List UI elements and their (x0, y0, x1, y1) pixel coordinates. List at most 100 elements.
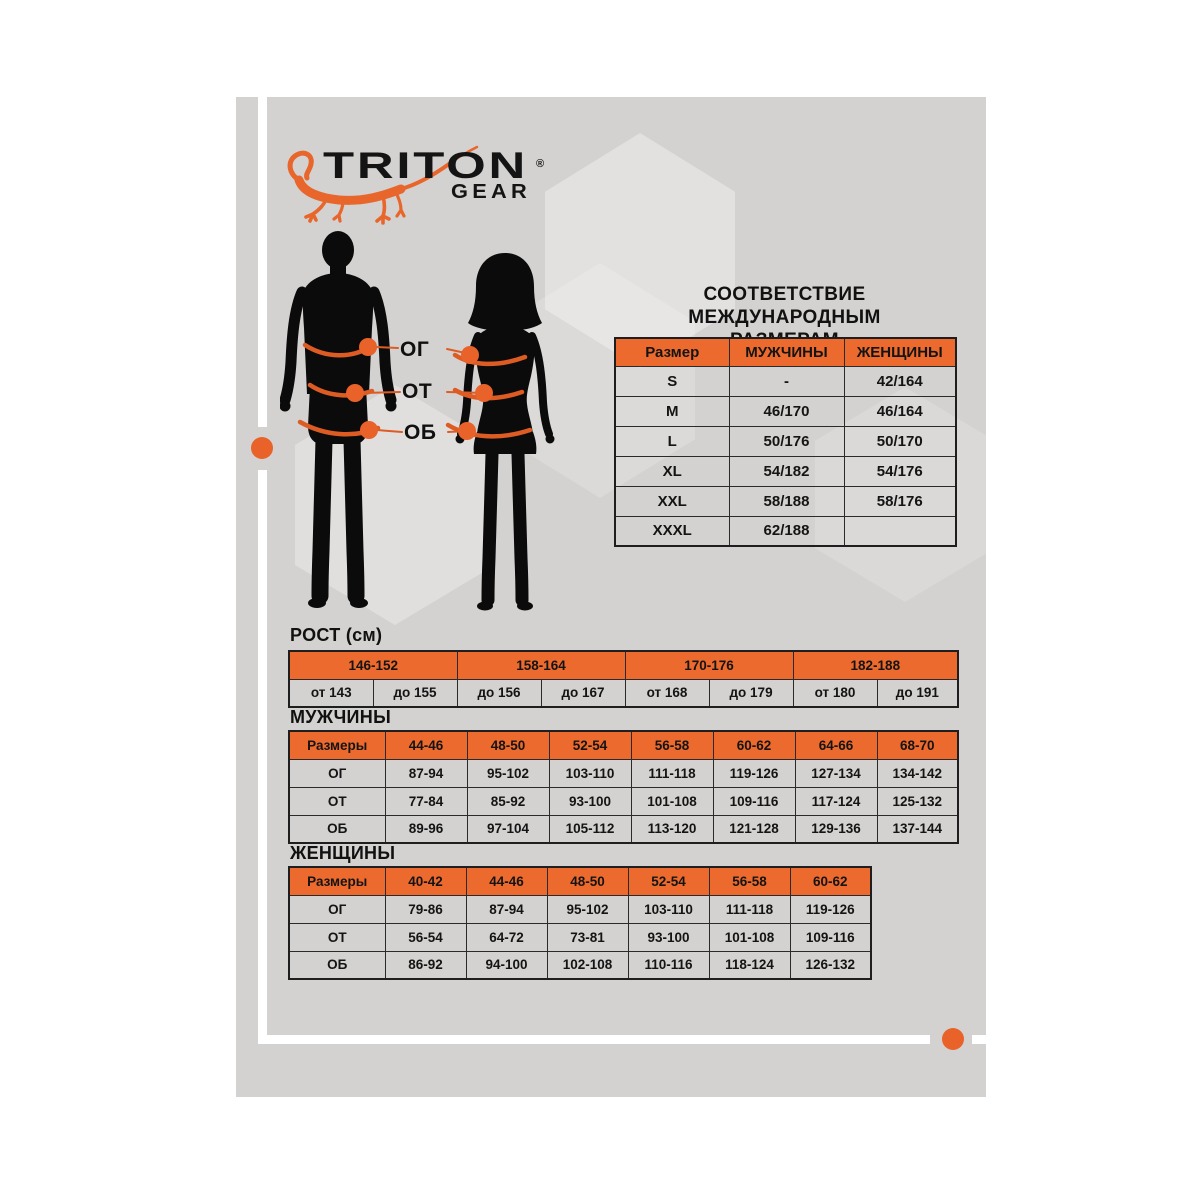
table-cell: 109-116 (712, 786, 796, 816)
table-cell: - (728, 365, 845, 397)
table-cell: 64-72 (465, 922, 548, 952)
table-header-cell: 60-62 (712, 730, 796, 760)
table-cell: 125-132 (876, 786, 959, 816)
table-cell: до 191 (876, 678, 959, 708)
table-cell: 54/176 (843, 455, 957, 487)
registered-mark: ® (536, 158, 544, 170)
table-cell: 103-110 (627, 894, 710, 924)
table-cell: 118-124 (708, 950, 791, 980)
table-cell: 62/188 (728, 515, 845, 547)
orange-dot-right (942, 1028, 964, 1050)
table-header-cell: Размер (614, 337, 730, 367)
height-table: 146-152 158-164 170-176 182-188 от 143 д… (288, 650, 960, 708)
table-header-cell: 48-50 (546, 866, 629, 896)
table-cell: 126-132 (789, 950, 872, 980)
table-cell: 46/164 (843, 395, 957, 427)
table-header-cell: 52-54 (627, 866, 710, 896)
table-cell: 58/176 (843, 485, 957, 517)
frame-line-horizontal-right (972, 1035, 986, 1044)
triton-gear-logo: TRITON ® GEAR (287, 145, 544, 225)
table-cell: 46/170 (728, 395, 845, 427)
table-cell: 111-118 (708, 894, 791, 924)
table-header-cell: 56-58 (708, 866, 791, 896)
hexagon-decoration (545, 133, 735, 368)
table-cell: ОГ (288, 758, 386, 788)
table-cell: ОТ (288, 786, 386, 816)
body-measurement-figure (280, 231, 555, 611)
table-header-cell: Размеры (288, 730, 386, 760)
table-header-cell: 146-152 (288, 650, 458, 680)
frame-line-vertical-top (258, 97, 267, 427)
table-header-cell: 158-164 (456, 650, 626, 680)
table-cell: до 156 (456, 678, 542, 708)
table-cell: ОТ (288, 922, 386, 952)
table-cell: XXXL (614, 515, 730, 547)
frame-line-vertical-bottom (258, 470, 267, 1044)
table-header-cell: Размеры (288, 866, 386, 896)
table-header-cell: 44-46 (465, 866, 548, 896)
table-cell: 95-102 (466, 758, 550, 788)
women-section-title: ЖЕНЩИНЫ (290, 843, 396, 863)
table-cell: 58/188 (728, 485, 845, 517)
logo-sub-text: GEAR (451, 180, 531, 203)
table-cell: 102-108 (546, 950, 629, 980)
table-header-cell: 60-62 (789, 866, 872, 896)
men-section-title: МУЖЧИНЫ (290, 707, 391, 727)
table-cell: 89-96 (384, 814, 468, 844)
table-cell: от 168 (624, 678, 710, 708)
table-cell: 101-108 (630, 786, 714, 816)
table-cell: ОБ (288, 950, 386, 980)
woman-silhouette-icon (455, 253, 555, 611)
table-cell: 129-136 (794, 814, 878, 844)
waist-girth-label: ОТ (402, 380, 433, 403)
table-cell: 97-104 (466, 814, 550, 844)
frame-line-horizontal-left (258, 1035, 930, 1044)
height-section-title: РОСТ (см) (290, 625, 383, 645)
orange-dot-left (251, 437, 273, 459)
table-cell: 50/170 (843, 425, 957, 457)
table-header-cell: 44-46 (384, 730, 468, 760)
table-cell: 93-100 (627, 922, 710, 952)
table-cell: 127-134 (794, 758, 878, 788)
table-cell: 103-110 (548, 758, 632, 788)
table-cell: XL (614, 455, 730, 487)
chest-girth-label: ОГ (400, 338, 430, 361)
table-cell: от 180 (792, 678, 878, 708)
table-header-cell: МУЖЧИНЫ (728, 337, 845, 367)
table-cell: 121-128 (712, 814, 796, 844)
table-header-cell: 64-66 (794, 730, 878, 760)
table-header-cell: ЖЕНЩИНЫ (843, 337, 957, 367)
table-cell: S (614, 365, 730, 397)
table-cell: 93-100 (548, 786, 632, 816)
table-header-cell: 170-176 (624, 650, 794, 680)
table-cell: M (614, 395, 730, 427)
table-cell: 105-112 (548, 814, 632, 844)
table-cell: 87-94 (384, 758, 468, 788)
table-header-cell: 56-58 (630, 730, 714, 760)
table-cell: 95-102 (546, 894, 629, 924)
table-cell: 101-108 (708, 922, 791, 952)
men-size-table: Размеры 44-46 48-50 52-54 56-58 60-62 64… (288, 730, 959, 844)
table-cell: 113-120 (630, 814, 714, 844)
measurement-dots-icon (346, 338, 493, 440)
women-size-table: Размеры 40-42 44-46 48-50 52-54 56-58 60… (288, 866, 872, 980)
table-cell: 85-92 (466, 786, 550, 816)
table-cell: 86-92 (384, 950, 467, 980)
table-cell: 94-100 (465, 950, 548, 980)
table-cell: 111-118 (630, 758, 714, 788)
table-header-cell: 52-54 (548, 730, 632, 760)
table-cell: от 143 (288, 678, 374, 708)
table-header-cell: 182-188 (792, 650, 959, 680)
table-cell: 56-54 (384, 922, 467, 952)
man-silhouette-icon (280, 231, 397, 608)
table-cell: 50/176 (728, 425, 845, 457)
table-cell: ОГ (288, 894, 386, 924)
table-cell: 119-126 (712, 758, 796, 788)
table-cell: 110-116 (627, 950, 710, 980)
intl-title-line1: СООТВЕТСТВИЕ МЕЖДУНАРОДНЫМ (688, 284, 881, 328)
table-cell: L (614, 425, 730, 457)
table-cell: 79-86 (384, 894, 467, 924)
table-header-cell: 40-42 (384, 866, 467, 896)
table-cell: XXL (614, 485, 730, 517)
